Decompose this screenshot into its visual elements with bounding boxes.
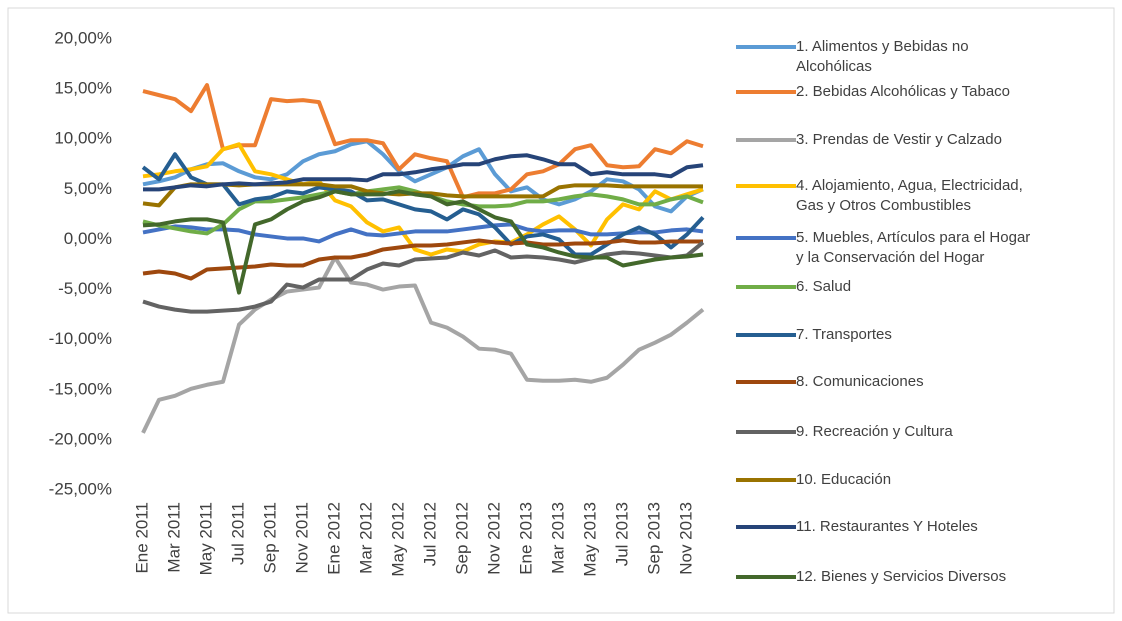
x-tick-label: May 2012 [388,502,407,577]
y-tick-label: -25,00% [49,479,112,498]
legend-item: 9. Recreación y Cultura [736,422,1036,442]
series-line [141,255,705,434]
series-line [142,222,704,244]
legend-swatch [736,45,796,49]
legend-label: 6. Salud [796,278,852,295]
series-line [142,238,703,281]
legend-label: 7. Transportes [796,326,892,343]
x-tick-label: Sep 2012 [452,502,471,575]
legend-item: 6. Salud [736,277,1036,297]
x-tick-label: Mar 2011 [164,502,183,573]
legend-label: 1. Alimentos y Bebidas no Alcohólicas [796,38,969,75]
y-tick-label: 0,00% [64,229,112,248]
legend-item: 11. Restaurantes Y Hoteles [736,517,1036,537]
y-tick-label: -15,00% [49,379,112,398]
legend-item: 3. Prendas de Vestir y Calzado [736,130,1036,150]
chart-border [7,7,1115,614]
y-tick-label: 15,00% [54,79,112,98]
legend-label: 9. Recreación y Cultura [796,423,953,440]
legend-item: 1. Alimentos y Bebidas no Alcohólicas [736,37,1036,77]
legend-label: 8. Comunicaciones [796,373,924,390]
legend-swatch [736,138,796,142]
x-tick-label: Mar 2012 [356,502,375,574]
legend-item: 10. Educación [736,470,1036,490]
legend-swatch [736,236,796,240]
legend-swatch [736,525,796,529]
x-tick-label: May 2011 [196,502,215,575]
legend-label: 12. Bienes y Servicios Diversos [796,568,1007,585]
legend-label: 2. Bebidas Alcohólicas y Tabaco [796,83,1011,100]
x-tick-label: Nov 2013 [676,502,695,575]
legend-swatch [736,184,796,188]
y-tick-label: 5,00% [64,179,112,198]
legend-item: 8. Comunicaciones [736,372,1036,392]
x-tick-label: Jul 2012 [420,502,439,566]
x-tick-label: Ene 2011 [132,502,151,574]
series-line [142,189,704,295]
series-line [142,240,705,314]
x-tick-label: Nov 2012 [484,502,503,575]
legend-swatch [736,285,796,289]
series-line [142,142,704,257]
y-tick-label: -20,00% [49,429,112,448]
x-tick-label: Ene 2013 [516,502,535,575]
y-tick-label: -10,00% [49,329,112,348]
legend-item: 4. Alojamiento, Agua, Electricidad, Gas … [736,176,1036,216]
x-tick-label: Sep 2013 [644,502,663,575]
legend-label: 4. Alojamiento, Agua, Electricidad, Gas … [796,177,1023,214]
legend-swatch [736,380,796,384]
x-tick-label: Jul 2011 [228,502,247,565]
x-tick-label: Jul 2013 [612,502,631,566]
x-tick-label: May 2013 [580,502,599,577]
legend-swatch [736,90,796,94]
legend-item: 5. Muebles, Artículos para el Hogar y la… [736,228,1036,268]
legend-swatch [736,430,796,434]
legend-item: 7. Transportes [736,325,1036,345]
legend-label: 5. Muebles, Artículos para el Hogar y la… [796,229,1031,266]
legend-swatch [736,478,796,482]
series-line [142,139,704,214]
legend-item: 12. Bienes y Servicios Diversos [736,567,1036,587]
legend-item: 2. Bebidas Alcohólicas y Tabaco [736,82,1036,102]
x-tick-label: Mar 2013 [548,502,567,574]
x-tick-label: Sep 2011 [260,502,279,574]
y-tick-label: -5,00% [58,279,112,298]
legend-label: 3. Prendas de Vestir y Calzado [796,131,1002,148]
y-tick-label: 20,00% [54,28,112,47]
y-tick-label: 10,00% [54,129,112,148]
series-line [143,153,704,192]
legend-swatch [736,575,796,579]
x-tick-label: Ene 2012 [324,502,343,575]
legend-swatch [736,333,796,337]
legend-label: 10. Educación [796,471,892,488]
x-tick-label: Nov 2011 [292,502,311,574]
legend-label: 11. Restaurantes Y Hoteles [796,518,978,535]
